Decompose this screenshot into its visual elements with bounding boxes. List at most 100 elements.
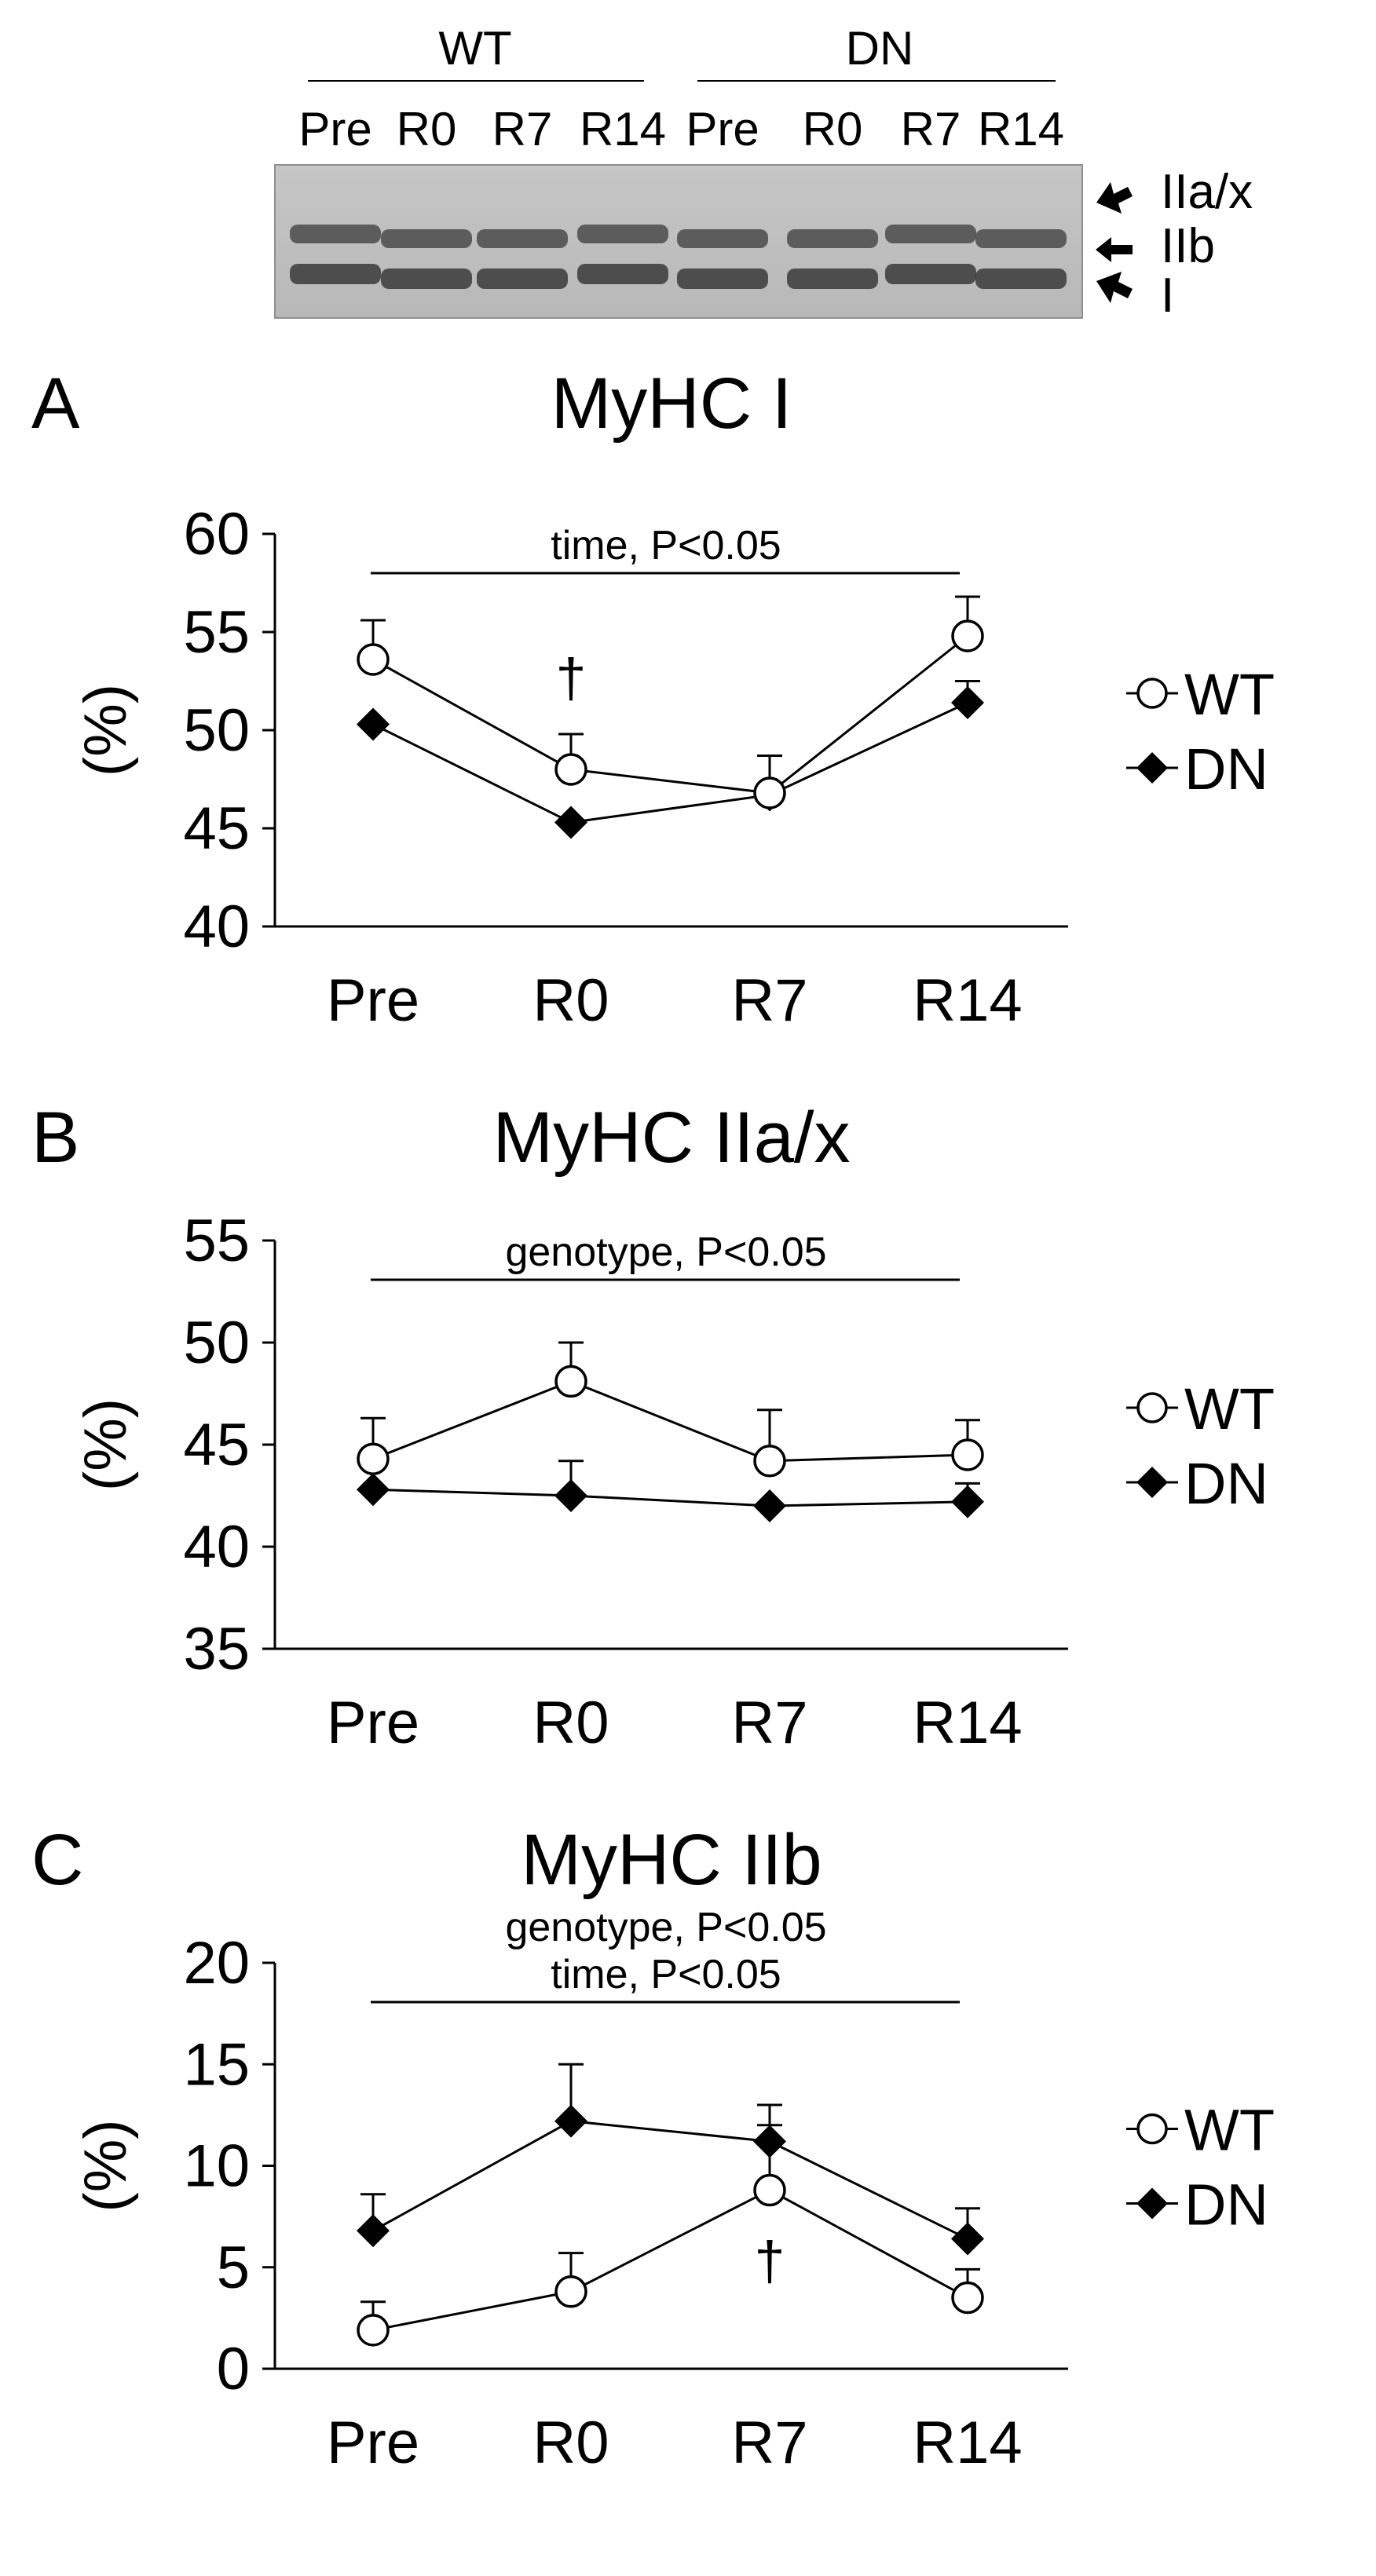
gel-band xyxy=(677,269,768,289)
data-point-dn xyxy=(357,2214,390,2248)
data-point-dn xyxy=(753,1489,786,1522)
y-tick-label: 50 xyxy=(183,1310,250,1376)
data-point-wt xyxy=(951,1438,984,1471)
chart-panel-c: C MyHC IIb 0 5 10 15 20 (%) Pre R0 R7 R14 genotype, … xyxy=(31,1820,1275,2476)
chart-panel-b: B MyHC IIa/x 35 40 45 50 55 (%) Pre R0 R7 R14 genoty… xyxy=(31,1098,1275,1756)
x-tick-label: R0 xyxy=(532,1690,609,1756)
lane-label: R0 xyxy=(397,103,457,155)
y-tick-label: 0 xyxy=(217,2336,250,2402)
gel-bands xyxy=(290,225,1067,289)
legend-marker-dn xyxy=(1136,752,1168,784)
y-tick-label: 40 xyxy=(183,893,250,960)
series-line-wt xyxy=(372,634,968,795)
gel-band xyxy=(477,229,568,248)
significance-label: genotype, P<0.05 xyxy=(505,1230,826,1275)
series-line-dn xyxy=(372,701,968,824)
x-tick-label: R0 xyxy=(532,2410,609,2476)
chart-panel-a: A MyHC I 40 45 50 55 60 (%) Pre R0 R7 R14 time, P<0.… xyxy=(31,364,1275,1034)
gel-band xyxy=(787,229,878,248)
x-tick-label: R7 xyxy=(731,967,807,1034)
gel-band xyxy=(381,229,472,248)
chart-title: MyHC I xyxy=(551,364,792,444)
series-line-dn xyxy=(372,2120,968,2240)
y-tick-label: 35 xyxy=(183,1616,250,1683)
x-tick-label: Pre xyxy=(327,1690,419,1756)
data-point-wt xyxy=(554,2275,587,2308)
data-point-dn xyxy=(357,707,390,741)
legend-label-wt: WT xyxy=(1184,662,1275,727)
data-point-wt xyxy=(951,2281,984,2315)
data-point-dn xyxy=(554,806,587,839)
lane-label: Pre xyxy=(686,103,759,155)
y-tick-label: 45 xyxy=(183,1412,250,1478)
data-point-wt xyxy=(753,1445,786,1478)
significance-dagger: † xyxy=(755,2230,785,2291)
y-tick-label: 55 xyxy=(183,599,250,666)
gel-band xyxy=(885,264,976,284)
group-label-dn: DN xyxy=(846,22,914,75)
y-tick-label: 10 xyxy=(183,2133,250,2200)
legend-label-dn: DN xyxy=(1184,736,1268,802)
gel-band xyxy=(290,225,381,243)
data-point-wt xyxy=(554,1365,587,1398)
lane-label: R14 xyxy=(580,103,666,155)
data-point-wt xyxy=(357,1442,390,1475)
lane-label: R14 xyxy=(978,103,1064,155)
gel-band xyxy=(975,229,1067,248)
x-tick-label: Pre xyxy=(327,2410,419,2476)
x-tick-label: R7 xyxy=(731,1690,807,1756)
y-axis-label: (%) xyxy=(72,684,139,776)
x-tick-label: Pre xyxy=(327,967,419,1034)
y-axis-label: (%) xyxy=(72,2119,139,2212)
significance-label: time, P<0.05 xyxy=(551,523,781,568)
significance-label: genotype, P<0.05 xyxy=(505,1905,826,1950)
gel-band xyxy=(577,225,668,243)
gel-band xyxy=(975,269,1067,289)
data-point-dn xyxy=(554,2104,587,2138)
x-tick-label: R14 xyxy=(913,1690,1022,1756)
data-point-wt xyxy=(357,643,390,676)
x-tick-label: R0 xyxy=(532,967,609,1034)
legend-marker-dn xyxy=(1136,2187,1168,2220)
gel-band xyxy=(290,264,381,284)
data-point-wt xyxy=(951,619,984,652)
x-tick-label: R7 xyxy=(731,2410,807,2476)
arrow-icon xyxy=(1096,237,1133,262)
band-label-iib: IIb xyxy=(1161,219,1215,273)
gel-band xyxy=(677,229,768,248)
series-line-dn xyxy=(372,1488,968,1507)
arrow-icon xyxy=(1096,272,1133,303)
data-point-dn xyxy=(951,2222,984,2256)
gel-band xyxy=(381,269,472,289)
data-point-wt xyxy=(554,753,587,786)
gel-band xyxy=(477,269,568,289)
lane-label: R0 xyxy=(803,103,863,155)
legend-label-wt: WT xyxy=(1184,2098,1275,2163)
data-point-dn xyxy=(554,1479,587,1512)
data-point-wt xyxy=(753,776,786,809)
data-point-dn xyxy=(951,686,984,719)
legend-marker-wt xyxy=(1136,1392,1168,1423)
y-axis-label: (%) xyxy=(72,1398,139,1491)
y-tick-label: 20 xyxy=(183,1930,250,1997)
panel-letter: B xyxy=(31,1098,79,1178)
band-label-i: I xyxy=(1161,269,1174,323)
significance-label: time, P<0.05 xyxy=(551,1952,781,1997)
panel-letter: A xyxy=(31,364,80,444)
band-label-iiax: IIa/x xyxy=(1161,165,1253,219)
chart-title: MyHC IIa/x xyxy=(493,1098,851,1178)
gel-band xyxy=(787,269,878,289)
data-point-wt xyxy=(753,2173,786,2207)
gel-band xyxy=(885,225,976,243)
series-line-wt xyxy=(372,1379,968,1463)
y-tick-label: 55 xyxy=(183,1208,250,1274)
x-tick-label: R14 xyxy=(913,2410,1022,2476)
data-point-wt xyxy=(357,2314,390,2347)
y-tick-label: 50 xyxy=(183,697,250,764)
y-tick-label: 45 xyxy=(183,795,250,862)
x-tick-label: R14 xyxy=(913,967,1022,1034)
lane-label: Pre xyxy=(298,103,371,155)
y-tick-label: 15 xyxy=(183,2031,250,2098)
lane-label: R7 xyxy=(901,103,961,155)
